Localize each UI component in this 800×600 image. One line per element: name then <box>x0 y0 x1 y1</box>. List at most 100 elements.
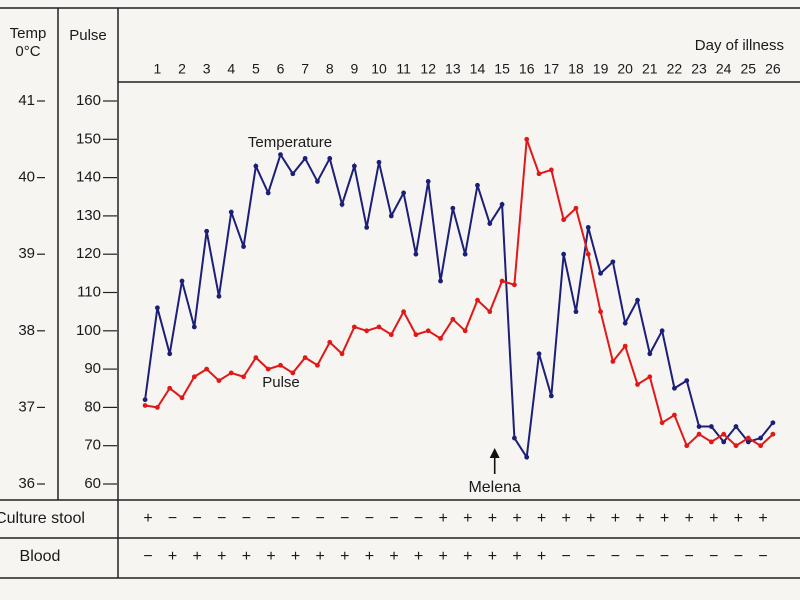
row-symbol: + <box>291 548 300 565</box>
row-symbol: − <box>734 548 743 565</box>
x-tick-label: 18 <box>568 61 584 77</box>
y2-axis-label: Pulse <box>69 27 107 44</box>
row-symbol: − <box>266 510 275 527</box>
data-point <box>585 224 591 230</box>
data-point <box>278 152 283 158</box>
y2-tick-label: 110 <box>77 283 101 300</box>
data-point <box>450 205 456 211</box>
data-point <box>511 435 517 441</box>
data-point <box>548 167 554 173</box>
data-point <box>598 270 603 276</box>
row-symbol: + <box>439 548 448 565</box>
annotation: Melena <box>468 479 521 496</box>
data-point <box>610 259 616 265</box>
data-point <box>708 439 714 445</box>
row-symbol: − <box>709 548 718 565</box>
series-label: Temperature <box>248 134 332 151</box>
data-point <box>721 439 727 445</box>
row-symbol: − <box>217 510 226 527</box>
y2-tick-label: 150 <box>76 130 101 147</box>
data-point <box>401 309 407 315</box>
data-point <box>376 159 382 165</box>
row-symbol: + <box>439 510 448 527</box>
series-label: Pulse <box>262 374 300 391</box>
x-tick-label: 2 <box>178 61 186 77</box>
data-point <box>241 244 246 249</box>
data-point <box>487 309 493 315</box>
row-symbol: + <box>512 510 521 527</box>
data-point <box>745 435 751 441</box>
row-symbol: − <box>611 548 620 565</box>
x-tick-label: 11 <box>396 61 411 77</box>
y2-tick-label: 130 <box>76 207 101 224</box>
y-tick-label: 36 <box>18 475 35 492</box>
row-symbol: − <box>168 510 177 527</box>
row-symbol: − <box>291 510 300 527</box>
data-point <box>561 217 567 223</box>
data-point <box>327 156 333 161</box>
row-symbol: + <box>463 510 472 527</box>
data-point <box>475 297 480 303</box>
data-point <box>167 351 173 357</box>
row-symbol: + <box>266 548 275 565</box>
row-symbol: + <box>758 510 767 527</box>
row-symbol: + <box>537 510 546 527</box>
data-point <box>364 224 370 230</box>
data-point <box>425 328 431 334</box>
data-point <box>622 320 628 326</box>
data-point <box>672 412 677 418</box>
data-point <box>511 282 517 288</box>
data-point <box>228 370 234 376</box>
data-point <box>524 136 530 142</box>
x-tick-label: 6 <box>277 61 285 77</box>
data-point <box>659 328 665 334</box>
row-symbol: + <box>685 510 694 527</box>
x-tick-label: 4 <box>227 61 235 77</box>
data-point <box>684 443 690 449</box>
data-point <box>339 202 345 207</box>
data-point <box>388 213 394 219</box>
data-point <box>191 324 197 330</box>
data-point <box>204 228 210 234</box>
row-symbol: + <box>537 548 546 565</box>
data-point <box>413 332 419 338</box>
data-point <box>635 297 640 303</box>
row-symbol: − <box>316 510 325 527</box>
row-symbol: + <box>316 548 325 565</box>
row-symbol: − <box>242 510 251 527</box>
row-symbol: + <box>168 548 177 565</box>
data-point <box>278 362 283 368</box>
y-tick-label: 39 <box>18 245 35 262</box>
y-tick-label: 38 <box>18 322 35 339</box>
data-point <box>438 278 443 284</box>
annotation-arrowhead <box>489 448 500 458</box>
frame <box>0 7 800 579</box>
row-symbol: + <box>709 510 718 527</box>
row-symbol: − <box>193 510 202 527</box>
data-point <box>536 171 542 177</box>
data-point <box>536 351 542 357</box>
y2-tick-label: 140 <box>76 169 101 186</box>
row-symbol: + <box>143 510 152 527</box>
y2-tick-label: 60 <box>84 475 101 492</box>
y2-tick-label: 160 <box>76 92 101 109</box>
series-line <box>144 152 774 461</box>
data-point <box>191 374 197 380</box>
row-symbol: − <box>389 510 398 527</box>
data-point <box>327 339 333 345</box>
data-point <box>179 278 185 284</box>
data-point <box>216 293 222 299</box>
row-symbol: + <box>512 548 521 565</box>
data-point <box>672 385 677 391</box>
row-symbol: + <box>586 510 595 527</box>
data-point <box>315 179 320 184</box>
row-symbol: + <box>217 548 226 565</box>
x-tick-label: 24 <box>716 61 732 77</box>
data-point <box>302 355 308 361</box>
x-tick-label: 17 <box>544 61 560 77</box>
data-point <box>770 431 776 437</box>
x-tick-label: 10 <box>371 61 387 77</box>
data-point <box>745 439 751 445</box>
data-point <box>204 366 210 372</box>
